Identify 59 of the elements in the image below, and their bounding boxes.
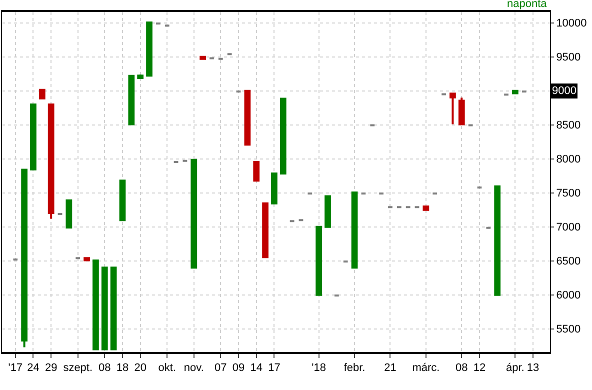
candlestick [38,88,46,100]
candlestick [280,98,286,174]
y-tick-label: 7500 [556,188,581,200]
candlestick [92,260,99,350]
candlestick [316,226,322,296]
x-tick-label: szept. [63,362,93,374]
x-tick-label: 09 [232,362,245,374]
candlestick [190,158,198,269]
candlestick [30,103,36,170]
x-tick-label: 14 [250,362,262,374]
candlestick [200,56,206,60]
x-tick-label: 12 [473,362,486,374]
candlestick [512,90,518,94]
candlestick [137,74,144,79]
x-tick-label: márc. [412,362,440,374]
x-tick-label: okt. [158,362,176,374]
x-tick-label: ápr. [506,362,524,374]
candlestick [450,92,456,126]
x-tick-label: 07 [214,362,227,374]
text: naponta [507,0,548,10]
y-tick-label: 5500 [556,324,581,336]
candlestick [458,96,465,126]
x-tick-label: 24 [27,362,40,374]
candlestick [66,199,72,229]
x-tick-label: 20 [134,362,146,374]
y-tick-label: 9500 [556,52,581,64]
y-tick-label: 6000 [556,290,581,302]
candlestick [21,168,28,348]
y-tick-label: 10000 [556,18,587,30]
x-tick-label: '17 [8,362,23,374]
candlestick [146,22,152,77]
candlestick [101,266,108,350]
candlestick [422,205,430,211]
x-tick-label: 08 [98,362,111,374]
x-tick-label: 17 [268,362,280,374]
x-tick-label: 13 [526,362,540,374]
y-tick-label: 6500 [556,256,581,268]
y-tick-label: 8000 [556,154,581,166]
x-tick-label: febr. [344,362,366,374]
x-tick-label: 21 [384,362,396,374]
candlestick [84,257,90,262]
y-tick-label: 8500 [556,120,581,132]
x-tick-label: 08 [456,362,468,374]
candlestick [262,202,268,260]
candlestick [119,180,126,222]
x-tick-label: nov. [184,362,204,374]
candlestick [128,74,135,126]
x-tick-label: '18 [312,362,326,374]
x-tick-label: 29 [44,362,58,374]
candlestick [494,185,501,296]
candlestick [351,192,358,269]
candlestick [110,266,117,350]
candlestick [253,160,260,182]
annotation: 9000 [552,85,576,97]
candlestick [324,195,331,228]
y-tick-label: 7000 [556,222,581,234]
x-tick-label: 18 [116,362,129,374]
candlestick [244,88,251,146]
candlestick [271,172,278,204]
